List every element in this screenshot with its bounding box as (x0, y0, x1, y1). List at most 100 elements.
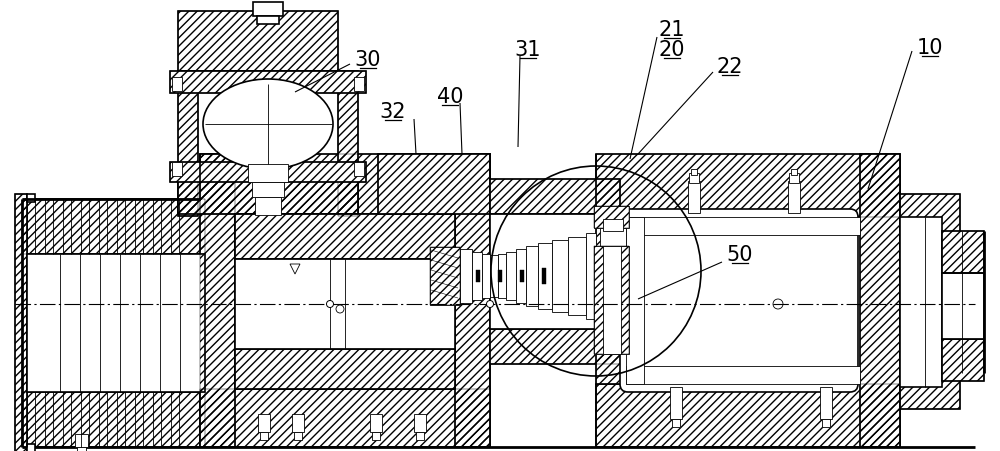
Polygon shape (22, 392, 205, 447)
Text: 40: 40 (437, 87, 463, 107)
Polygon shape (235, 259, 455, 349)
Text: 50: 50 (727, 244, 753, 264)
Polygon shape (15, 194, 27, 451)
Polygon shape (822, 419, 830, 427)
Polygon shape (791, 170, 797, 175)
Polygon shape (516, 249, 526, 304)
Polygon shape (235, 215, 455, 259)
Text: 21: 21 (659, 20, 685, 40)
Polygon shape (552, 240, 568, 312)
Polygon shape (860, 155, 900, 447)
Polygon shape (670, 387, 682, 419)
Polygon shape (235, 349, 455, 389)
Polygon shape (414, 414, 426, 432)
Polygon shape (472, 253, 482, 300)
Polygon shape (200, 389, 490, 447)
Polygon shape (900, 217, 942, 387)
Polygon shape (378, 155, 490, 215)
Polygon shape (27, 254, 205, 392)
Polygon shape (586, 234, 596, 319)
Polygon shape (354, 78, 364, 92)
Polygon shape (455, 155, 490, 447)
Polygon shape (603, 246, 621, 354)
Polygon shape (490, 215, 620, 329)
Polygon shape (255, 198, 281, 216)
Text: 32: 32 (380, 102, 406, 122)
Polygon shape (596, 217, 626, 384)
FancyBboxPatch shape (620, 210, 858, 392)
Polygon shape (594, 207, 629, 229)
Polygon shape (498, 254, 506, 299)
Polygon shape (77, 447, 86, 451)
Polygon shape (596, 155, 900, 217)
Polygon shape (252, 183, 284, 198)
Polygon shape (430, 248, 460, 305)
Polygon shape (170, 163, 366, 183)
Polygon shape (258, 414, 270, 432)
Polygon shape (172, 163, 182, 177)
Polygon shape (900, 194, 960, 409)
Polygon shape (460, 249, 472, 304)
Ellipse shape (203, 80, 333, 170)
Polygon shape (476, 271, 480, 282)
Polygon shape (526, 246, 538, 306)
Polygon shape (294, 432, 302, 440)
Polygon shape (27, 194, 35, 202)
Polygon shape (542, 268, 546, 285)
Polygon shape (942, 231, 984, 273)
Polygon shape (788, 182, 800, 213)
Circle shape (327, 301, 334, 308)
Polygon shape (178, 12, 338, 72)
Polygon shape (178, 72, 198, 216)
Polygon shape (292, 414, 304, 432)
Polygon shape (490, 329, 620, 364)
Polygon shape (942, 273, 984, 339)
Polygon shape (416, 432, 424, 440)
Polygon shape (170, 72, 366, 94)
Polygon shape (789, 174, 799, 184)
Polygon shape (260, 432, 268, 440)
Text: 22: 22 (717, 57, 743, 77)
Polygon shape (490, 179, 620, 215)
Polygon shape (253, 3, 283, 17)
Polygon shape (22, 199, 205, 254)
Polygon shape (482, 254, 490, 299)
Circle shape (773, 299, 783, 309)
Polygon shape (820, 387, 832, 419)
Polygon shape (257, 17, 279, 25)
Polygon shape (200, 155, 490, 215)
Text: 10: 10 (917, 38, 943, 58)
Polygon shape (200, 155, 235, 447)
Polygon shape (354, 163, 364, 177)
Polygon shape (672, 419, 680, 427)
Polygon shape (942, 339, 984, 381)
Polygon shape (372, 432, 380, 440)
Circle shape (487, 301, 494, 308)
Polygon shape (568, 238, 586, 315)
Polygon shape (626, 366, 860, 384)
Polygon shape (691, 170, 697, 175)
Polygon shape (626, 217, 644, 384)
Polygon shape (498, 271, 502, 282)
Polygon shape (688, 182, 700, 213)
Polygon shape (178, 179, 358, 215)
Polygon shape (506, 253, 516, 300)
Polygon shape (520, 271, 524, 282)
Text: 20: 20 (659, 40, 685, 60)
Polygon shape (596, 384, 900, 447)
Polygon shape (603, 220, 623, 231)
Polygon shape (626, 217, 860, 235)
Circle shape (336, 305, 344, 313)
Polygon shape (538, 244, 552, 309)
Polygon shape (248, 165, 288, 183)
Polygon shape (370, 414, 382, 432)
Polygon shape (594, 246, 629, 354)
Polygon shape (290, 264, 300, 274)
Polygon shape (27, 444, 35, 451)
Polygon shape (75, 434, 88, 447)
Text: 31: 31 (515, 40, 541, 60)
Text: 30: 30 (355, 50, 381, 70)
Polygon shape (600, 229, 626, 246)
Polygon shape (338, 72, 358, 216)
Polygon shape (490, 255, 498, 297)
